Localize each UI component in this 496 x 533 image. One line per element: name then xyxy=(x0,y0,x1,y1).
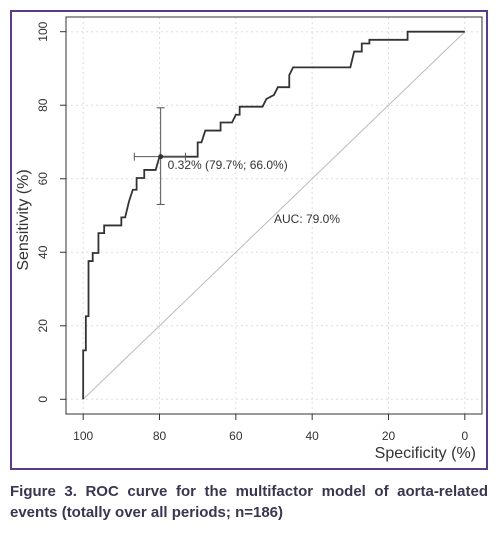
y-axis-label: Sensitivity (%) xyxy=(15,169,32,270)
x-tick-label: 100 xyxy=(73,429,93,443)
x-tick-label: 0 xyxy=(461,429,468,443)
y-tick-label: 40 xyxy=(36,245,50,259)
threshold-label: 0.32% (79.7%; 66.0%) xyxy=(168,158,288,172)
y-tick-label: 20 xyxy=(36,319,50,333)
chart: 100 80 60 40 20 0 0 20 40 60 80 100 Specificity (%) S… xyxy=(15,16,483,462)
x-tick-label: 40 xyxy=(305,429,319,443)
plot-frame xyxy=(65,16,483,415)
reference-diagonal xyxy=(82,31,466,400)
roc-curve xyxy=(82,30,465,400)
auc-label: AUC: 79.0% xyxy=(274,212,340,226)
y-tick-label: 0 xyxy=(36,396,50,403)
y-tick-label: 60 xyxy=(36,172,50,186)
x-axis-label: Specificity (%) xyxy=(375,445,476,462)
y-tick-label: 100 xyxy=(36,21,50,41)
figure-caption: Figure 3. ROC curve for the multifactor … xyxy=(10,483,488,521)
y-tick-label: 80 xyxy=(36,98,50,112)
threshold-point xyxy=(158,154,164,160)
x-tick-label: 80 xyxy=(153,429,167,443)
x-tick-label: 20 xyxy=(382,429,396,443)
figure-frame xyxy=(10,10,488,470)
x-tick-label: 60 xyxy=(229,429,243,443)
